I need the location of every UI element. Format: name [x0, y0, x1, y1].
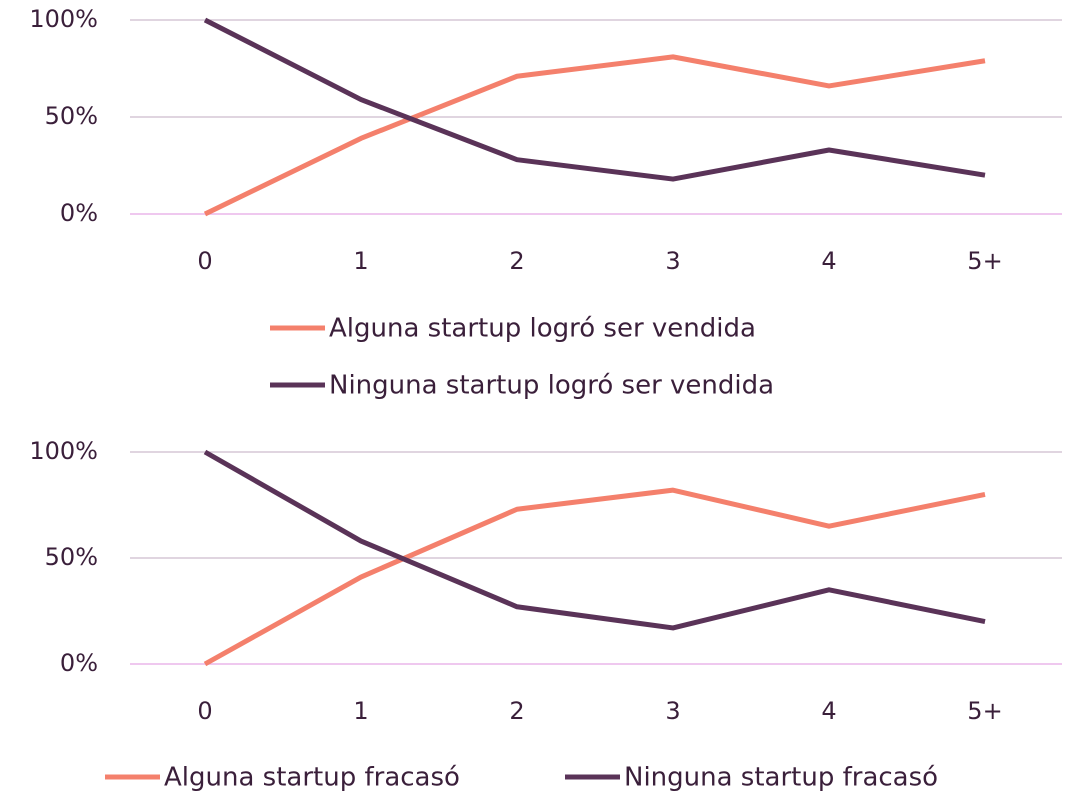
x-tick-label: 5+: [967, 697, 1002, 725]
series-line: [203, 487, 986, 667]
x-tick-label: 2: [509, 247, 524, 275]
x-tick-label: 4: [821, 247, 836, 275]
y-tick-label: 100%: [29, 437, 98, 465]
legend-label: Alguna startup fracasó: [164, 763, 460, 793]
legend-label: Ninguna startup fracasó: [624, 763, 938, 793]
series-line: [203, 17, 986, 182]
x-tick-label: 1: [353, 697, 368, 725]
x-tick-label: 1: [353, 247, 368, 275]
legend-label: Ninguna startup logró ser vendida: [329, 371, 774, 401]
x-tick-label: 2: [509, 697, 524, 725]
y-tick-label: 100%: [29, 5, 98, 33]
y-tick-label: 0%: [60, 649, 98, 677]
series-line: [203, 54, 986, 217]
x-tick-label: 3: [665, 697, 680, 725]
x-tick-label: 3: [665, 247, 680, 275]
x-tick-label: 4: [821, 697, 836, 725]
legend-label: Alguna startup logró ser vendida: [329, 314, 756, 344]
y-tick-label: 50%: [45, 543, 98, 571]
y-tick-label: 0%: [60, 199, 98, 227]
x-tick-label: 0: [197, 247, 212, 275]
x-tick-label: 5+: [967, 247, 1002, 275]
series-line: [203, 449, 986, 631]
x-tick-label: 0: [197, 697, 212, 725]
y-tick-label: 50%: [45, 102, 98, 130]
